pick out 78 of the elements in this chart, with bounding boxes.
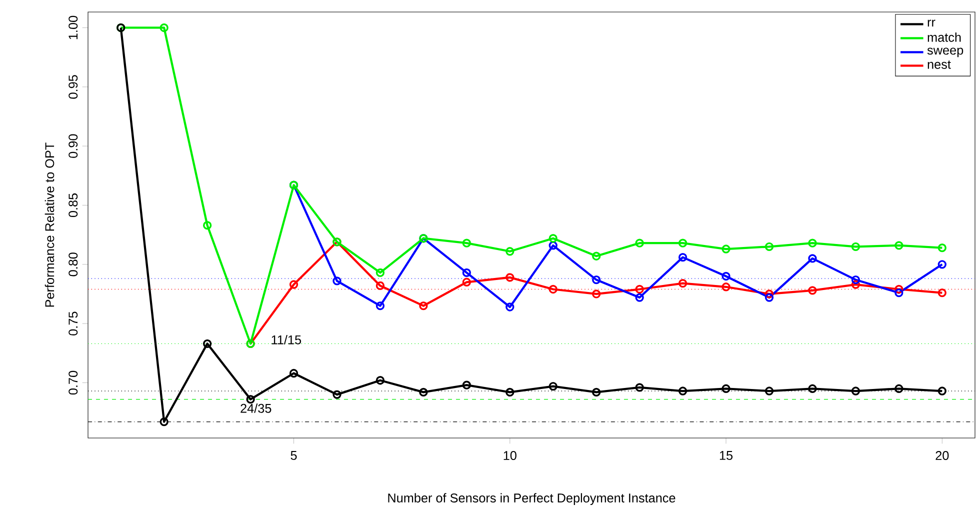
point	[764, 242, 774, 251]
point	[548, 234, 558, 243]
point	[462, 380, 471, 390]
point	[678, 238, 688, 248]
point	[808, 286, 817, 295]
annotation: 24/35	[240, 404, 272, 413]
point	[635, 293, 644, 302]
point	[722, 244, 730, 254]
point	[592, 252, 601, 260]
point	[764, 293, 774, 302]
point	[635, 383, 644, 392]
point	[851, 280, 860, 289]
point	[376, 268, 385, 278]
point	[894, 288, 904, 298]
point	[160, 417, 168, 426]
point	[764, 386, 774, 396]
point	[592, 290, 601, 298]
y-tick-label: 0.75	[68, 312, 78, 336]
x-tick-label: 10	[504, 451, 516, 460]
legend-label: match	[928, 32, 961, 42]
point	[462, 268, 471, 278]
point	[548, 382, 558, 391]
point	[851, 275, 860, 284]
x-tick-label: 20	[936, 451, 949, 460]
point	[376, 301, 385, 310]
point	[808, 238, 817, 248]
point	[722, 272, 730, 281]
point	[419, 388, 428, 397]
point	[764, 290, 774, 298]
legend-label: rr	[928, 20, 936, 27]
y-tick-label: 0.90	[68, 134, 78, 158]
point	[419, 301, 428, 310]
point	[592, 388, 601, 397]
y-tick-label: 0.95	[68, 75, 78, 99]
y-tick-label: 0.70	[68, 370, 78, 395]
point	[160, 23, 168, 32]
y-tick-label: 0.85	[68, 193, 78, 218]
x-tick-label: 5	[290, 451, 297, 460]
point	[506, 388, 514, 397]
point	[332, 390, 342, 399]
point	[202, 339, 212, 348]
point	[808, 254, 817, 263]
point	[332, 276, 342, 286]
point	[376, 376, 385, 385]
point	[894, 241, 904, 250]
x-axis-title: Number of Sensors in Perfect Deployment Instance	[388, 493, 676, 505]
point	[678, 252, 688, 262]
point	[808, 384, 817, 393]
point	[678, 386, 688, 396]
point	[635, 284, 644, 294]
annotation: 11/15	[272, 335, 302, 344]
point	[506, 247, 514, 256]
point	[678, 278, 688, 288]
y-tick-label: 0.80	[68, 252, 78, 276]
legend-label: nest	[928, 60, 951, 69]
point	[722, 384, 730, 393]
point	[462, 278, 471, 286]
point	[506, 302, 514, 312]
point	[894, 284, 904, 294]
point	[851, 242, 860, 251]
point	[506, 273, 514, 282]
legend-label: sweep	[927, 48, 964, 58]
point	[462, 238, 471, 248]
point	[548, 284, 558, 294]
y-tick-label: 1.00	[68, 16, 78, 40]
point	[592, 275, 601, 284]
point	[548, 241, 558, 250]
point	[894, 384, 904, 393]
y-axis-title: Performance Relative to OPT	[44, 142, 54, 307]
point	[376, 281, 385, 290]
point	[851, 386, 860, 396]
point	[635, 238, 644, 248]
point	[722, 282, 730, 292]
point	[289, 280, 298, 289]
point	[246, 394, 255, 404]
point	[289, 368, 298, 378]
point	[202, 221, 212, 230]
x-tick-label: 15	[720, 451, 733, 460]
